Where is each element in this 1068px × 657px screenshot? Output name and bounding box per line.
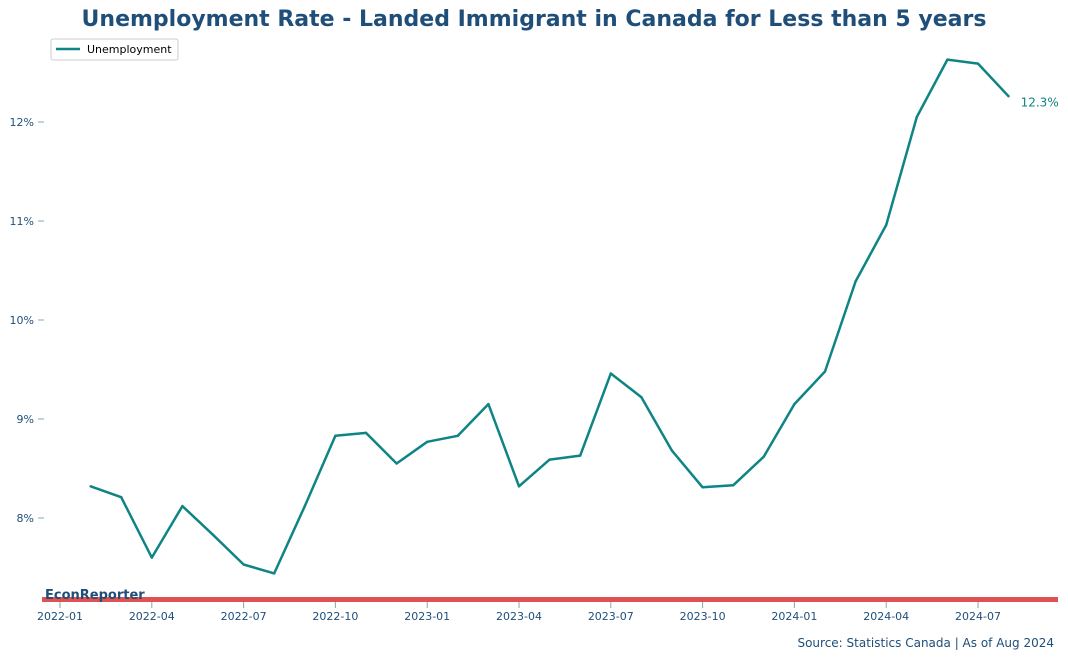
- data-point: [579, 454, 582, 457]
- data-point: [823, 370, 827, 373]
- data-point: [854, 280, 857, 283]
- x-tick-label: 2022-10: [312, 610, 358, 623]
- data-point: [150, 556, 153, 559]
- x-axis: 2022-01 2022-04 2022-07 2022-10 2023-01 2023-…: [37, 602, 1001, 623]
- data-point: [1007, 95, 1010, 98]
- data-point: [548, 458, 551, 461]
- x-tick-label: 2024-04: [863, 610, 909, 623]
- data-point: [211, 533, 215, 537]
- data-point: [885, 223, 888, 227]
- data-point: [426, 440, 429, 443]
- data-point: [395, 462, 398, 465]
- x-tick-label: 2023-07: [588, 610, 634, 623]
- chart-title: Unemployment Rate - Landed Immigrant in …: [82, 7, 987, 32]
- data-point: [762, 455, 765, 458]
- data-point: [640, 396, 643, 399]
- x-tick-label: 2022-04: [129, 610, 175, 623]
- data-point: [732, 484, 735, 487]
- y-tick-label: 11%: [10, 215, 34, 228]
- data-point: [273, 572, 276, 575]
- x-tick-label: 2022-01: [37, 610, 83, 623]
- data-point: [701, 486, 704, 489]
- data-point: [517, 485, 521, 488]
- accent-bar: [42, 597, 1058, 602]
- y-axis: 8% 9% 10% 11% 12%: [10, 116, 44, 525]
- data-point: [89, 485, 92, 488]
- annotation-last-value: 12.3%: [1021, 95, 1059, 109]
- source-note: Source: Statistics Canada | As of Aug 20…: [797, 636, 1054, 650]
- data-point: [670, 449, 674, 452]
- y-tick-label: 9%: [17, 413, 34, 426]
- data-point: [181, 504, 184, 508]
- x-tick-label: 2024-07: [955, 610, 1001, 623]
- data-point: [487, 402, 490, 406]
- y-tick-label: 10%: [10, 314, 34, 327]
- data-point: [303, 504, 306, 508]
- data-point: [242, 563, 245, 566]
- data-point: [915, 115, 918, 119]
- y-tick-label: 12%: [10, 116, 34, 129]
- x-tick-label: 2024-01: [771, 610, 817, 623]
- y-tick-label: 8%: [17, 512, 34, 525]
- data-point: [793, 402, 796, 406]
- data-point: [976, 62, 980, 65]
- legend-label: Unemployment: [87, 43, 172, 56]
- data-point: [946, 58, 949, 61]
- data-point: [364, 431, 368, 435]
- data-point: [120, 496, 123, 499]
- x-tick-label: 2023-10: [680, 610, 726, 623]
- data-point: [456, 434, 459, 438]
- x-tick-label: 2023-01: [404, 610, 450, 623]
- x-tick-label: 2023-04: [496, 610, 542, 623]
- legend: Unemployment: [50, 38, 179, 61]
- data-point: [609, 372, 612, 375]
- series-line-unemployment: [90, 58, 1010, 575]
- watermark-econreporter: EconReporter: [45, 588, 145, 603]
- data-point: [334, 434, 337, 438]
- x-tick-label: 2022-07: [221, 610, 267, 623]
